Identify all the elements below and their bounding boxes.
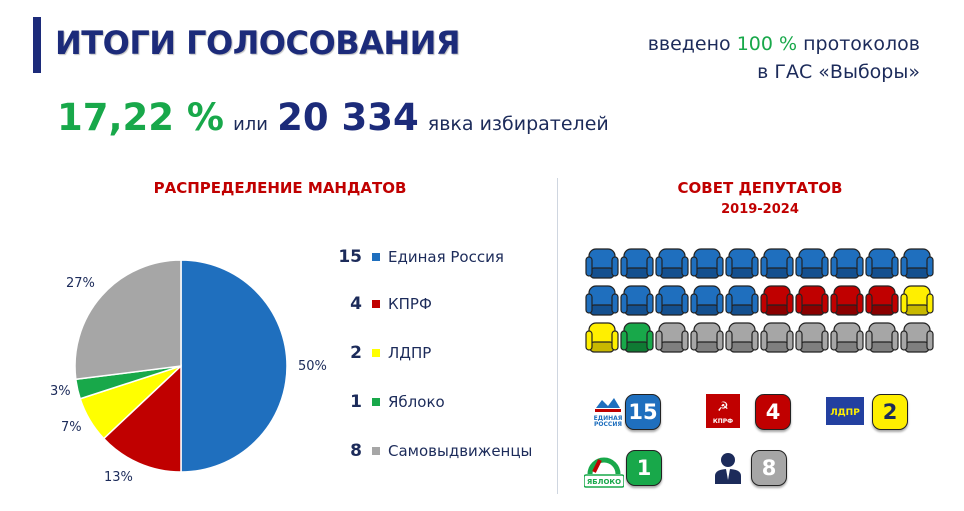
seat-er (655, 248, 689, 279)
seat-kprf (795, 285, 829, 316)
seat-er (830, 248, 864, 279)
seat-kprf (760, 285, 794, 316)
legend-swatch (372, 398, 380, 406)
turnout-or: или (233, 114, 268, 135)
legend-label: Единая Россия (388, 248, 504, 266)
legend-item: 4 КПРФ (338, 293, 432, 315)
ldpr-logo: ЛДПР (826, 394, 866, 432)
seat-self (725, 322, 759, 353)
seat-er (585, 248, 619, 279)
seat-kprf (865, 285, 899, 316)
mandates-pie-chart (74, 259, 288, 473)
party-seat-count: 15 (625, 394, 661, 430)
turnout-percent: 17,22 % (57, 96, 224, 139)
legend-count: 8 (350, 441, 362, 461)
page-title: ИТОГИ ГОЛОСОВАНИЯ (55, 24, 461, 62)
pie-data-label: 50% (298, 359, 327, 374)
seat-er (865, 248, 899, 279)
legend-count: 15 (338, 247, 362, 267)
seat-ldpr (585, 322, 619, 353)
seat-er (795, 248, 829, 279)
protocols-info: введено 100 % протоколов в ГАС «Выборы» (648, 30, 920, 86)
pie-data-label: 13% (104, 470, 133, 485)
svg-text:☭: ☭ (717, 400, 729, 415)
seat-er (725, 285, 759, 316)
turnout-label: явка избирателей (427, 113, 609, 135)
protocols-prefix: введено (647, 33, 731, 55)
legend-count: 2 (350, 343, 362, 363)
legend-label: КПРФ (388, 295, 432, 313)
party-seat-count: 2 (872, 394, 908, 430)
seat-self (795, 322, 829, 353)
legend-item: 2 ЛДПР (338, 342, 431, 364)
seat-er (620, 285, 654, 316)
party-seat-count: 4 (755, 394, 791, 430)
legend-swatch (372, 300, 380, 308)
svg-text:РОССИЯ: РОССИЯ (594, 421, 622, 428)
legend-item: 15 Единая Россия (338, 246, 504, 268)
pie-slice (102, 364, 182, 473)
council-years: 2019-2024 (721, 202, 799, 217)
seat-yabloko (620, 322, 654, 353)
seat-er (585, 285, 619, 316)
title-accent-bar (33, 17, 41, 73)
protocols-suffix: протоколов (803, 33, 920, 55)
seat-er (725, 248, 759, 279)
legend-label: Самовыдвиженцы (388, 442, 533, 460)
section-divider (557, 178, 558, 494)
er-logo: ЕДИНАЯ РОССИЯ (592, 394, 624, 432)
pie-data-label: 27% (66, 276, 95, 291)
legend-swatch (372, 253, 380, 261)
yabloko-logo: ЯБЛОКО (583, 450, 625, 494)
legend-count: 1 (350, 392, 362, 412)
legend-label: ЛДПР (388, 344, 432, 362)
seat-er (760, 248, 794, 279)
council-seats (585, 248, 934, 353)
council-title: СОВЕТ ДЕПУТАТОВ (677, 179, 843, 197)
seat-er (690, 248, 724, 279)
pie-data-label: 7% (61, 420, 82, 435)
legend-swatch (372, 349, 380, 357)
seat-self (760, 322, 794, 353)
pie-slice (180, 259, 288, 473)
svg-text:ЛДПР: ЛДПР (830, 408, 860, 418)
party-seat-count: 1 (626, 450, 662, 486)
seat-self (830, 322, 864, 353)
legend-item: 1 Яблоко (338, 391, 445, 413)
legend-item: 8 Самовыдвиженцы (338, 440, 532, 462)
person-icon (712, 450, 744, 488)
pie-data-label: 3% (50, 384, 71, 399)
svg-text:ЕДИНАЯ: ЕДИНАЯ (594, 415, 623, 422)
party-seat-count: 8 (751, 450, 787, 486)
protocols-system: в ГАС «Выборы» (757, 61, 920, 83)
legend-swatch (372, 447, 380, 455)
kprf-logo: ☭ КПРФ (706, 394, 740, 432)
seat-er (900, 248, 934, 279)
legend-label: Яблоко (388, 393, 445, 411)
turnout-line: 17,22 % или 20 334 явка избирателей (57, 96, 609, 139)
seat-er (620, 248, 654, 279)
svg-text:КПРФ: КПРФ (713, 418, 733, 425)
seat-kprf (830, 285, 864, 316)
svg-text:ЯБЛОКО: ЯБЛОКО (587, 478, 621, 486)
legend-count: 4 (350, 294, 362, 314)
seat-self (655, 322, 689, 353)
mandates-title: РАСПРЕДЕЛЕНИЕ МАНДАТОВ (153, 179, 407, 197)
protocols-percent: 100 % (736, 33, 798, 55)
seat-ldpr (900, 285, 934, 316)
seat-self (900, 322, 934, 353)
seat-er (655, 285, 689, 316)
seat-er (690, 285, 724, 316)
seat-self (865, 322, 899, 353)
turnout-count: 20 334 (277, 96, 419, 139)
seat-self (690, 322, 724, 353)
pie-slice (74, 259, 182, 381)
